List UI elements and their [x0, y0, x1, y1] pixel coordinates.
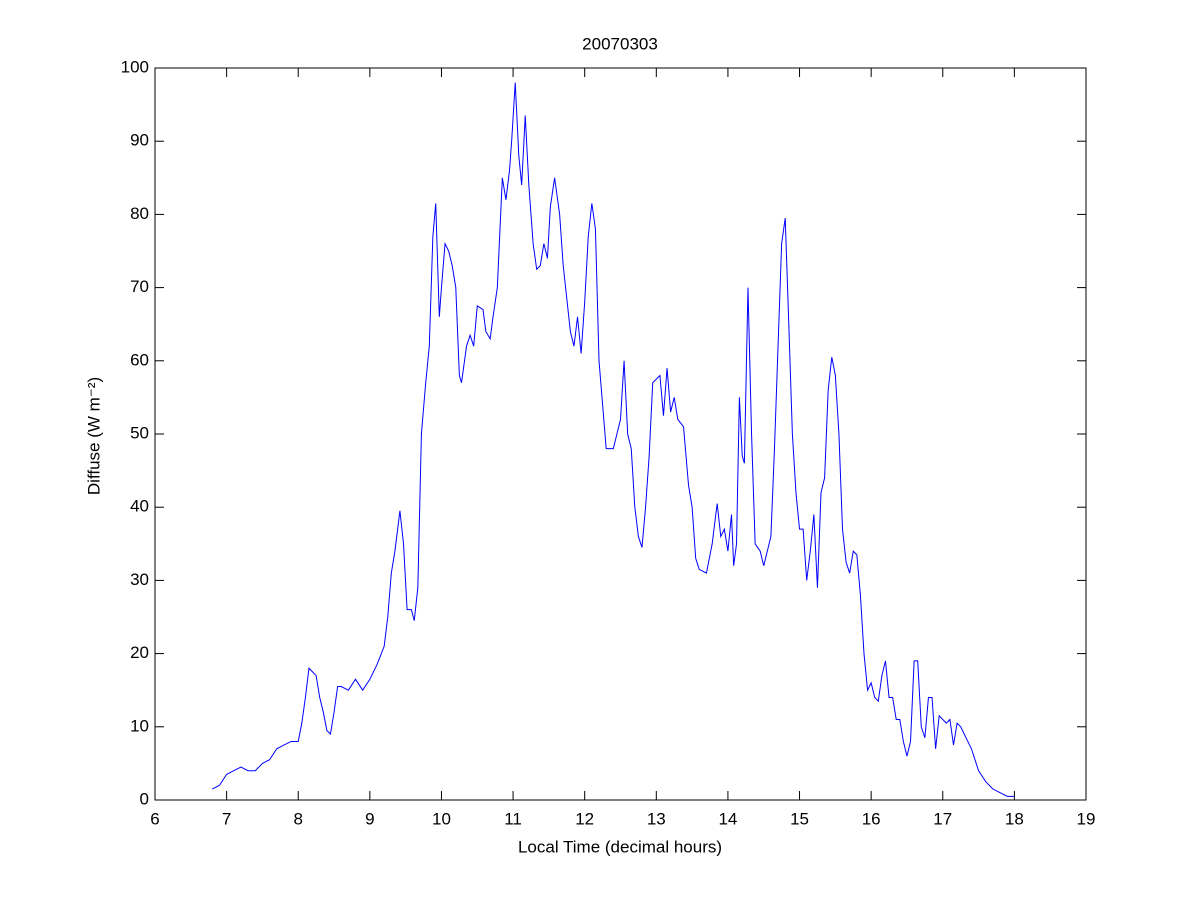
y-tick-label: 70: [130, 277, 149, 296]
x-tick-label: 6: [150, 809, 159, 828]
x-tick-label: 16: [862, 809, 881, 828]
y-axis-label: Diffuse (W m⁻²): [84, 377, 103, 495]
x-tick-label: 14: [718, 809, 737, 828]
x-tick-label: 8: [293, 809, 302, 828]
y-tick-label: 40: [130, 497, 149, 516]
x-tick-label: 11: [504, 809, 522, 828]
x-tick-label: 12: [575, 809, 594, 828]
y-tick-label: 0: [140, 789, 149, 808]
x-tick-label: 9: [365, 809, 374, 828]
data-line: [212, 82, 1015, 797]
x-tick-label: 10: [432, 809, 451, 828]
y-tick-label: 20: [130, 643, 149, 662]
chart-title: 20070303: [582, 34, 658, 53]
x-tick-label: 15: [790, 809, 809, 828]
x-axis-label: Local Time (decimal hours): [518, 837, 722, 856]
y-tick-label: 10: [130, 716, 149, 735]
x-tick-label: 17: [933, 809, 952, 828]
y-tick-label: 100: [121, 57, 149, 76]
y-tick-label: 90: [130, 131, 149, 150]
y-tick-label: 60: [130, 350, 149, 369]
y-tick-label: 30: [130, 570, 149, 589]
x-tick-label: 18: [1005, 809, 1024, 828]
y-tick-label: 80: [130, 204, 149, 223]
x-tick-label: 7: [222, 809, 231, 828]
x-tick-label: 13: [647, 809, 666, 828]
y-tick-label: 50: [130, 423, 149, 442]
x-tick-label: 19: [1077, 809, 1096, 828]
